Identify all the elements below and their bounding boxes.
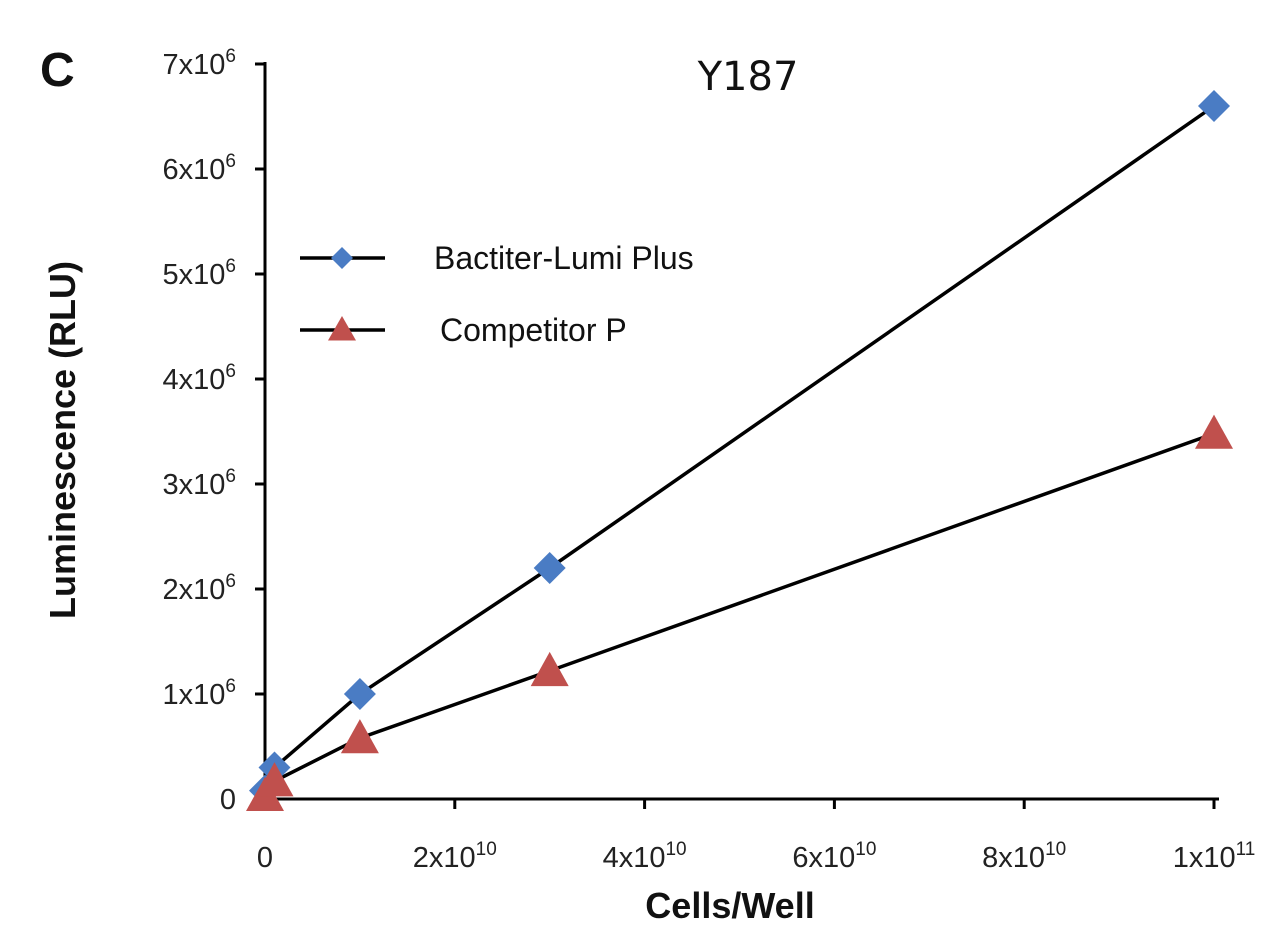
x-tick-label-base: 6x10 [792, 842, 855, 874]
y-tick-label-base: 1x10 [163, 679, 226, 711]
y-tick-label-base: 2x10 [163, 574, 226, 606]
y-tick-label: 7x106 [163, 46, 236, 81]
legend-label: Bactiter-Lumi Plus [434, 240, 694, 276]
legend: Bactiter-Lumi Plus Competitor P [300, 240, 694, 348]
chart-title: Y187 [697, 54, 799, 100]
legend-diamond-icon [331, 247, 353, 269]
data-point-diamond [533, 552, 566, 584]
y-tick-label: 1x106 [163, 676, 236, 711]
x-tick-label-exponent: 10 [855, 839, 876, 860]
data-point-triangle [255, 762, 294, 797]
y-tick-label-base: 7x10 [163, 49, 226, 81]
y-tick-label: 5x106 [163, 256, 236, 291]
y-axis-title: Luminescence (RLU) [42, 261, 83, 619]
x-tick-label-exponent: 10 [1045, 839, 1066, 860]
y-tick-label-base: 6x10 [163, 154, 226, 186]
x-axis-title: Cells/Well [645, 885, 814, 926]
x-tick-label: 0 [257, 842, 273, 874]
x-tick-label-base: 2x10 [413, 842, 476, 874]
x-tick-label: 8x1010 [982, 839, 1066, 874]
series-line-1 [263, 431, 1215, 797]
data-point-diamond [1198, 90, 1230, 122]
x-tick-label: 4x1010 [603, 839, 687, 874]
y-tick-label: 2x106 [163, 571, 236, 606]
x-tick-label: 2x1010 [413, 839, 497, 874]
data-point-triangle [340, 719, 379, 754]
y-tick-label-base: 5x10 [163, 259, 226, 291]
panel-label: C [40, 44, 75, 97]
x-tick-label: 6x1010 [792, 839, 876, 874]
data-point-triangle [1195, 414, 1233, 449]
y-tick-label: 6x106 [163, 151, 236, 186]
y-tick-label-exponent: 6 [225, 46, 236, 67]
legend-label: Competitor P [440, 312, 627, 348]
y-tick-label-exponent: 6 [225, 361, 236, 382]
series-line-0 [263, 104, 1215, 792]
y-tick-label-exponent: 6 [225, 151, 236, 172]
x-tick-label: 1x1011 [1173, 839, 1256, 874]
y-tick-label-exponent: 6 [225, 571, 236, 592]
x-axis-ticks: 0 2x1010 4x1010 6x1010 8x1010 1x1011 [257, 799, 1255, 874]
x-tick-label-exponent: 10 [476, 839, 497, 860]
y-tick-label-base: 3x10 [163, 469, 226, 501]
x-tick-label-exponent: 10 [665, 839, 686, 860]
legend-triangle-icon [328, 316, 356, 341]
y-tick-label-base: 4x10 [163, 364, 226, 396]
y-tick-label-exponent: 6 [225, 466, 236, 487]
x-tick-label-exponent: 11 [1236, 839, 1256, 860]
series-layer [246, 90, 1233, 812]
y-tick-label: 0 [220, 784, 236, 816]
y-tick-label-exponent: 6 [225, 256, 236, 277]
data-point-diamond [343, 678, 376, 710]
data-point-triangle [530, 651, 569, 687]
x-tick-label-base: 1x10 [1173, 842, 1236, 874]
x-tick-label-base: 4x10 [603, 842, 666, 874]
y-tick-label: 4x106 [163, 361, 236, 396]
y-tick-label: 3x106 [163, 466, 236, 501]
x-tick-label-base: 8x10 [982, 842, 1045, 874]
y-tick-label-exponent: 6 [225, 676, 236, 697]
